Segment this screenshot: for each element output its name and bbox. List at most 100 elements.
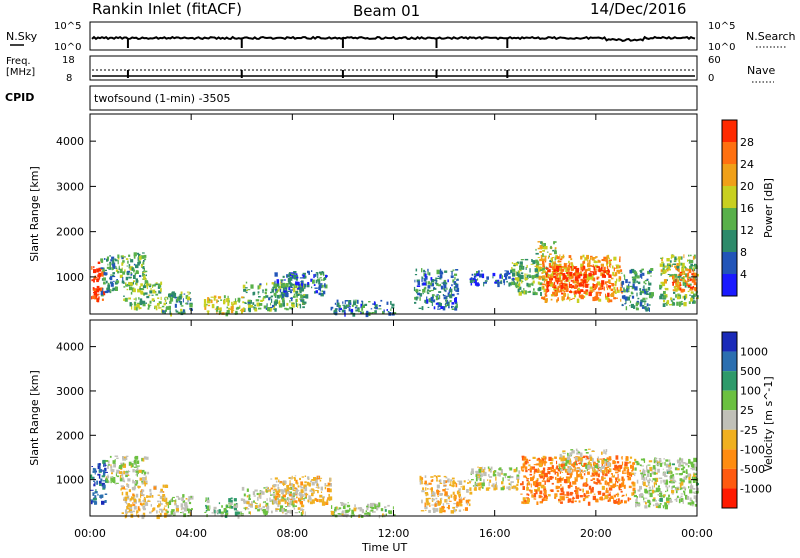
velocity-cell bbox=[425, 487, 427, 491]
velocity-cell bbox=[642, 481, 644, 485]
velocity-cell bbox=[477, 475, 480, 478]
power-cell bbox=[281, 298, 285, 303]
velocity-cell bbox=[133, 505, 137, 510]
velocity-cell bbox=[162, 509, 164, 511]
power-cell bbox=[166, 306, 170, 310]
velocity-cell bbox=[533, 464, 537, 466]
velocity-cell bbox=[670, 466, 672, 470]
power-cell bbox=[227, 302, 230, 306]
velocity-cell bbox=[547, 470, 549, 472]
power-cell bbox=[661, 261, 664, 264]
velocity-colorbar-tick: 1000 bbox=[740, 346, 768, 359]
power-cell bbox=[545, 271, 548, 274]
power-cell bbox=[646, 297, 648, 300]
power-cell bbox=[358, 310, 362, 313]
velocity-cell bbox=[342, 514, 346, 517]
velocity-cell bbox=[622, 494, 625, 497]
velocity-cell bbox=[233, 505, 237, 509]
power-cell bbox=[672, 298, 675, 301]
velocity-cell bbox=[165, 509, 168, 512]
power-cell bbox=[632, 279, 636, 284]
power-cell bbox=[338, 304, 341, 309]
velocity-cell bbox=[310, 497, 312, 502]
power-cell bbox=[552, 285, 556, 288]
velocity-cell bbox=[516, 467, 518, 472]
velocity-cell bbox=[563, 462, 565, 465]
velocity-cell bbox=[94, 495, 97, 500]
power-cell bbox=[606, 263, 608, 266]
power-cell bbox=[298, 286, 301, 290]
velocity-cell bbox=[275, 488, 277, 492]
power-cell bbox=[673, 263, 676, 265]
power-cell bbox=[589, 257, 592, 260]
power-cell bbox=[96, 298, 100, 303]
velocity-cell bbox=[669, 468, 671, 471]
power-cell bbox=[600, 272, 604, 277]
velocity-cell bbox=[306, 481, 310, 486]
velocity-cell bbox=[487, 487, 491, 489]
power-cell bbox=[254, 304, 256, 307]
power-cell bbox=[145, 274, 147, 277]
velocity-cell bbox=[175, 511, 179, 513]
velocity-cell bbox=[560, 501, 563, 504]
power-cell bbox=[577, 283, 580, 286]
power-cell bbox=[143, 276, 146, 280]
power-cell bbox=[259, 283, 262, 286]
velocity-cell bbox=[434, 503, 437, 507]
velocity-cell bbox=[578, 451, 581, 453]
velocity-cell bbox=[616, 485, 619, 487]
velocity-cell bbox=[147, 495, 152, 498]
power-cell bbox=[96, 285, 100, 289]
power-cell bbox=[109, 263, 112, 268]
velocity-colorbar-segment bbox=[722, 468, 737, 489]
power-cell bbox=[174, 296, 178, 299]
velocity-cell bbox=[648, 478, 651, 480]
velocity-cell bbox=[311, 481, 315, 486]
power-cell bbox=[109, 277, 111, 280]
power-cell bbox=[100, 294, 104, 297]
velocity-cell bbox=[656, 490, 659, 493]
velocity-cell bbox=[426, 501, 429, 506]
power-cell bbox=[139, 275, 142, 278]
power-cell bbox=[501, 275, 503, 280]
power-cell bbox=[435, 295, 439, 297]
velocity-cell bbox=[630, 474, 633, 477]
power-cell bbox=[476, 273, 479, 276]
velocity-cell bbox=[428, 509, 431, 513]
power-cell bbox=[450, 275, 454, 278]
velocity-cell bbox=[150, 504, 152, 507]
velocity-cell bbox=[595, 481, 599, 485]
power-cell bbox=[647, 287, 651, 291]
velocity-cell bbox=[524, 499, 526, 502]
power-cell bbox=[693, 254, 696, 259]
power-cell bbox=[106, 290, 110, 293]
power-cell bbox=[439, 270, 443, 275]
velocity-cell bbox=[430, 494, 433, 497]
power-cell bbox=[143, 275, 146, 277]
velocity-cell bbox=[550, 489, 554, 492]
power-cell bbox=[454, 306, 458, 311]
velocity-cell bbox=[127, 474, 130, 477]
power-cell bbox=[155, 293, 159, 296]
power-cell bbox=[114, 286, 118, 291]
power-cell bbox=[553, 287, 556, 291]
velocity-cell bbox=[436, 476, 438, 482]
velocity-cell bbox=[521, 469, 525, 472]
velocity-cell bbox=[388, 510, 393, 515]
velocity-cell bbox=[466, 489, 469, 493]
velocity-cell bbox=[659, 462, 663, 467]
power-colorbar-tick: 4 bbox=[740, 268, 747, 281]
velocity-cell bbox=[585, 490, 589, 495]
velocity-cell bbox=[182, 500, 186, 503]
power-cell bbox=[272, 286, 276, 288]
power-cell bbox=[564, 295, 566, 297]
velocity-cell bbox=[458, 501, 462, 506]
power-cell bbox=[336, 299, 339, 303]
power-cell bbox=[288, 274, 293, 277]
power-cell bbox=[258, 296, 261, 298]
power-cell bbox=[440, 306, 444, 309]
power-cell bbox=[563, 266, 567, 270]
velocity-cell bbox=[287, 501, 289, 506]
power-cell bbox=[626, 287, 629, 292]
velocity-cell bbox=[425, 483, 429, 486]
